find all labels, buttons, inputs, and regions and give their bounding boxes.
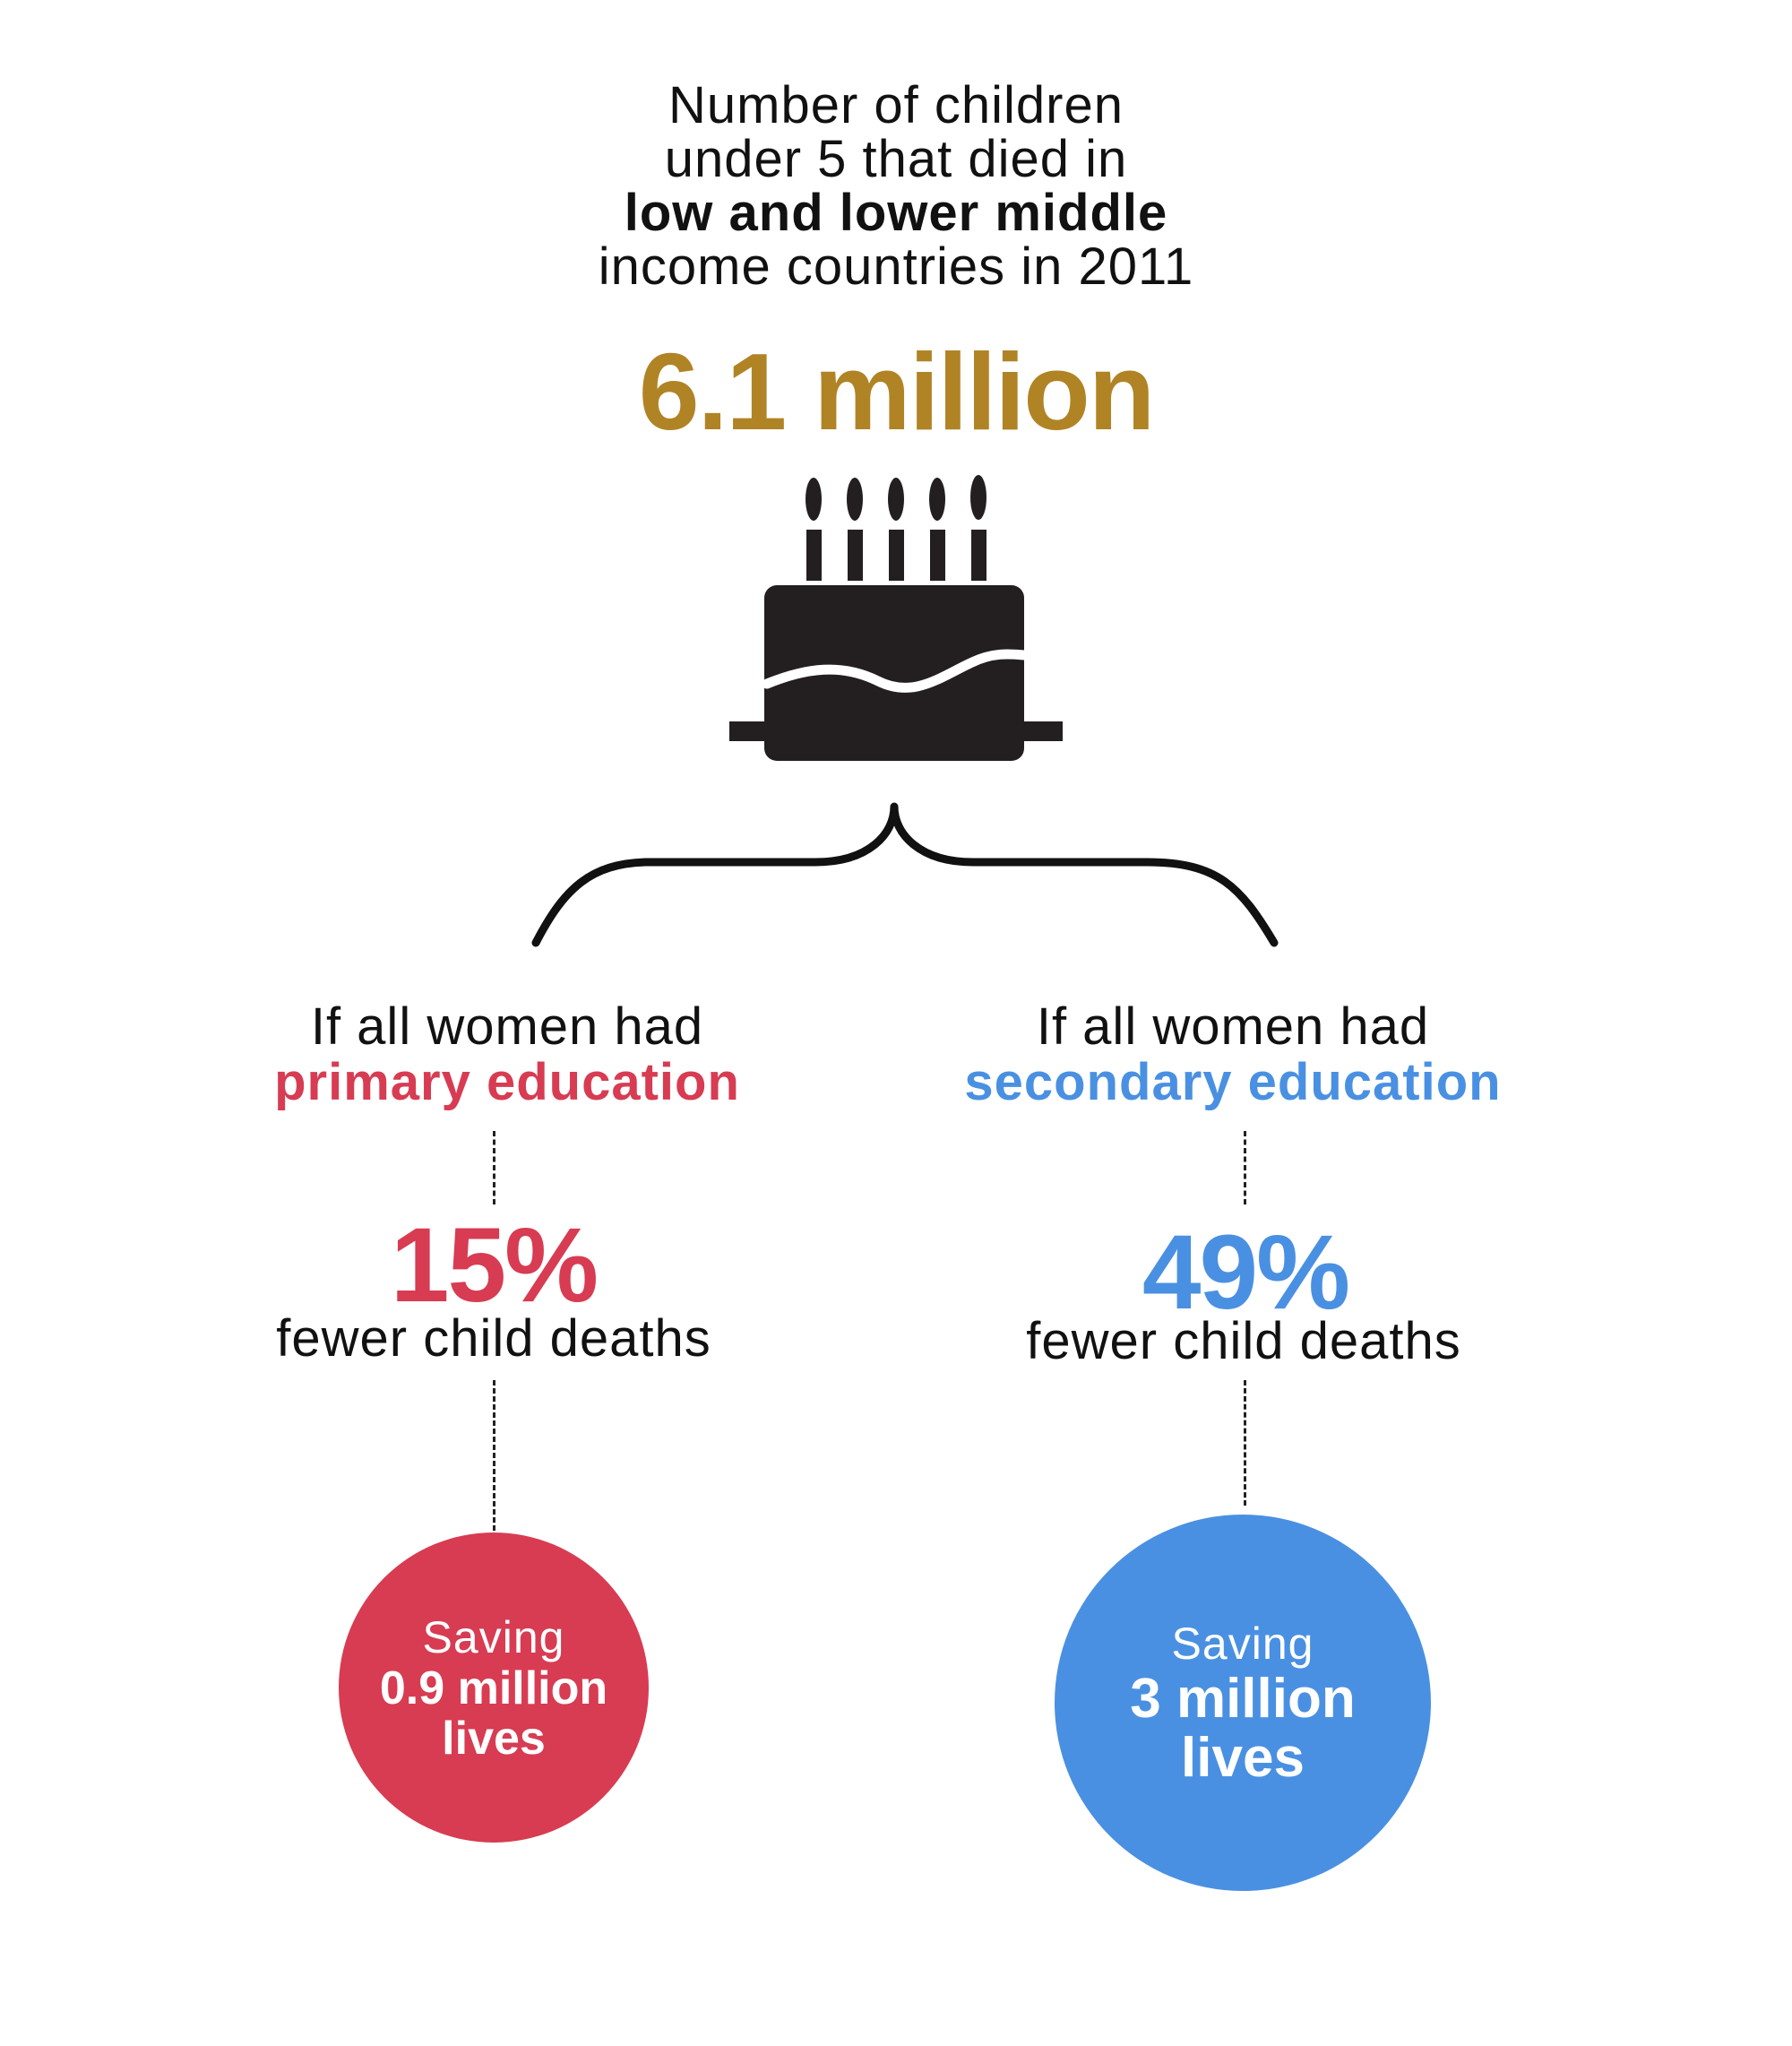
heading-line-3: low and lower middle: [624, 184, 1168, 242]
heading: Number of children under 5 that died in …: [448, 79, 1344, 294]
branch-secondary-title: If all women had secondary education: [892, 999, 1573, 1110]
birthday-cake-icon: [729, 475, 1063, 761]
branch-secondary-highlight: secondary education: [964, 1053, 1502, 1111]
percent-primary: 15%: [390, 1206, 599, 1325]
heading-line-1: Number of children: [668, 76, 1124, 134]
dashed-connector-primary-top: [493, 1131, 495, 1204]
caption-secondary: fewer child deaths: [1026, 1312, 1461, 1370]
heading-line-2: under 5 that died in: [664, 130, 1128, 188]
saving-circle-secondary: Saving 3 million lives: [1055, 1515, 1431, 1891]
saving-circle-primary: Saving 0.9 million lives: [339, 1532, 649, 1843]
branch-primary-intro: If all women had: [310, 997, 704, 1056]
saving-amount-primary-line1: 0.9 million: [379, 1662, 608, 1714]
saving-amount-secondary-line2: lives: [1181, 1727, 1305, 1789]
saving-amount-primary-line2: lives: [442, 1713, 546, 1765]
percent-secondary: 49%: [1142, 1213, 1350, 1332]
branch-primary-title: If all women had primary education: [167, 999, 848, 1110]
caption-primary: fewer child deaths: [276, 1309, 711, 1368]
branch-secondary-intro: If all women had: [1036, 997, 1430, 1056]
branch-primary-highlight: primary education: [274, 1053, 740, 1111]
brace-connector: [531, 802, 1279, 947]
dashed-connector-secondary-top: [1244, 1131, 1246, 1204]
saving-label-primary: Saving: [422, 1612, 565, 1662]
heading-line-4: income countries in 2011: [598, 237, 1194, 296]
saving-label-secondary: Saving: [1171, 1619, 1314, 1669]
total-value: 6.1 million: [638, 331, 1156, 453]
saving-amount-secondary-line1: 3 million: [1130, 1668, 1356, 1730]
dashed-connector-primary-bottom: [493, 1380, 495, 1531]
dashed-connector-secondary-bottom: [1244, 1380, 1246, 1506]
